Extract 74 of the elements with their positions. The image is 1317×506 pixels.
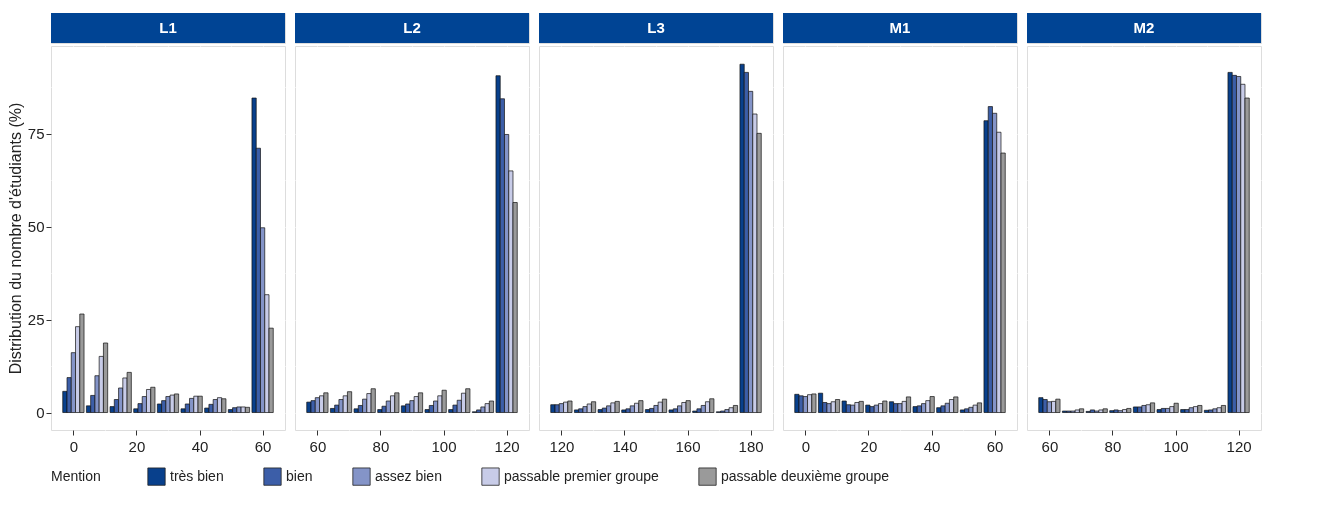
x-tick-label: 120 xyxy=(494,437,520,455)
x-tick-label: 60 xyxy=(986,437,1004,455)
x-tick-label: 120 xyxy=(1226,437,1252,455)
bar xyxy=(1074,409,1080,413)
legend-label: très bien xyxy=(170,467,224,484)
chart-title: L2 xyxy=(403,19,421,36)
x-tick-label: 80 xyxy=(372,437,390,455)
bar xyxy=(1208,409,1214,413)
bar xyxy=(657,401,663,413)
x-tick-label: 100 xyxy=(431,437,457,455)
bar xyxy=(625,408,631,413)
x-tick-label: 60 xyxy=(309,437,327,455)
bar xyxy=(850,404,856,413)
x-tick-label: 20 xyxy=(128,437,146,455)
bar xyxy=(940,405,946,413)
bar xyxy=(169,394,175,413)
x-tick-label: 40 xyxy=(923,437,941,455)
bar xyxy=(1098,409,1104,413)
bar xyxy=(873,404,879,413)
x-tick-label: 0 xyxy=(69,437,79,455)
x-tick-label: 100 xyxy=(1163,437,1189,455)
bar xyxy=(578,408,584,413)
bar xyxy=(601,407,607,413)
bar xyxy=(240,406,246,413)
x-tick-label: 140 xyxy=(612,437,638,455)
bar xyxy=(452,404,458,413)
bar xyxy=(964,408,970,413)
x-tick-label: 120 xyxy=(549,437,575,455)
bar xyxy=(869,406,875,413)
bar xyxy=(826,403,832,413)
chart-title: L3 xyxy=(647,19,665,36)
bar xyxy=(798,395,804,413)
bar xyxy=(1137,406,1143,413)
chart-title: M1 xyxy=(889,19,911,36)
bar xyxy=(236,406,242,413)
legend-label: passable premier groupe xyxy=(504,467,660,484)
bar xyxy=(338,399,344,413)
chart-title: M2 xyxy=(1133,19,1155,36)
bar xyxy=(582,406,588,413)
legend-label: passable deuxième groupe xyxy=(721,467,890,484)
bar xyxy=(554,404,560,413)
y-axis-title: Distribution du nombre d'étudiants (%) xyxy=(6,102,24,375)
legend-label: bien xyxy=(286,467,313,484)
bar xyxy=(476,409,482,413)
x-tick-label: 0 xyxy=(801,437,811,455)
bar xyxy=(1042,399,1048,413)
y-tick-label: 50 xyxy=(27,218,45,236)
legend-label: assez bien xyxy=(375,467,442,484)
x-tick-label: 160 xyxy=(675,437,701,455)
bar xyxy=(310,400,316,413)
bar xyxy=(1212,408,1218,413)
bar xyxy=(696,408,702,413)
x-tick-label: 20 xyxy=(860,437,878,455)
bar xyxy=(413,396,419,413)
y-tick-label: 25 xyxy=(27,311,45,329)
bar xyxy=(480,406,486,413)
bar xyxy=(728,407,734,413)
y-tick-label: 0 xyxy=(36,404,45,422)
bar xyxy=(1113,409,1119,413)
legend-title: Mention xyxy=(51,468,101,484)
bar xyxy=(484,403,490,413)
x-tick-label: 60 xyxy=(254,437,272,455)
x-tick-label: 80 xyxy=(1104,437,1122,455)
chart-title: L1 xyxy=(159,19,177,36)
x-tick-label: 60 xyxy=(1041,437,1059,455)
bar xyxy=(672,408,678,413)
bar xyxy=(1184,409,1190,413)
y-tick-label: 75 xyxy=(27,125,45,143)
bar xyxy=(1145,404,1151,413)
bar xyxy=(1216,407,1222,413)
bar xyxy=(972,404,978,413)
bar xyxy=(1089,409,1095,413)
x-tick-label: 180 xyxy=(738,437,764,455)
x-tick-label: 40 xyxy=(191,437,209,455)
